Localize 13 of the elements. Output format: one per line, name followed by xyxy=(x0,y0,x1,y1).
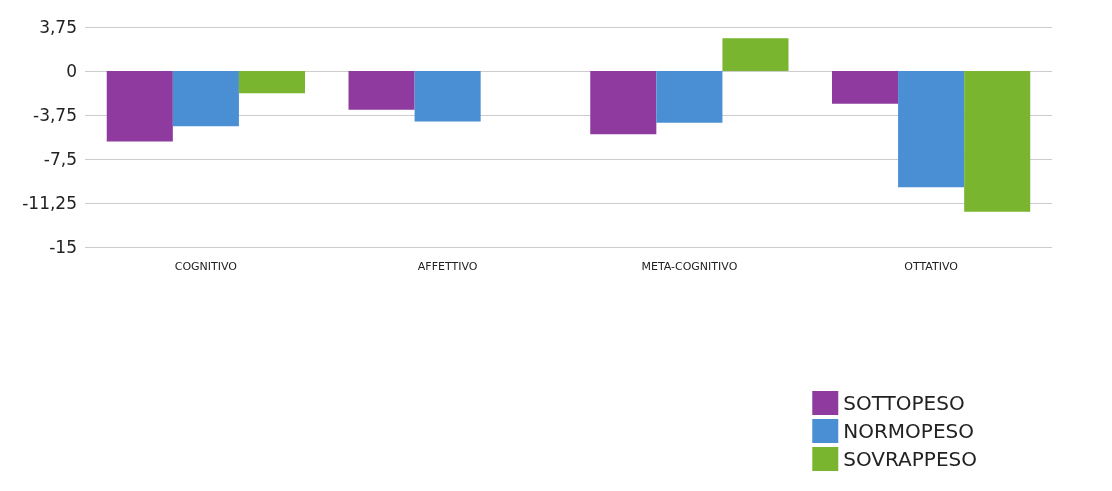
y-tick-label: -3,75 xyxy=(33,105,77,125)
y-tick-label: -11,25 xyxy=(22,193,77,213)
y-tick-label: -7,5 xyxy=(43,149,77,169)
y-tick-label: 3,75 xyxy=(39,17,77,37)
x-tick-label: COGNITIVO xyxy=(174,260,238,273)
y-tick-label: -15 xyxy=(49,237,77,257)
x-tick-label: OTTATIVO xyxy=(904,260,959,273)
y-tick-label: 0 xyxy=(66,61,77,81)
legend-label: NORMOPESO xyxy=(843,419,974,443)
legend-label: SOTTOPESO xyxy=(843,391,965,415)
legend-label: SOVRAPPESO xyxy=(843,447,977,471)
x-tick-label: META-COGNITIVO xyxy=(641,260,738,273)
x-tick-label: AFFETTIVO xyxy=(417,260,478,273)
